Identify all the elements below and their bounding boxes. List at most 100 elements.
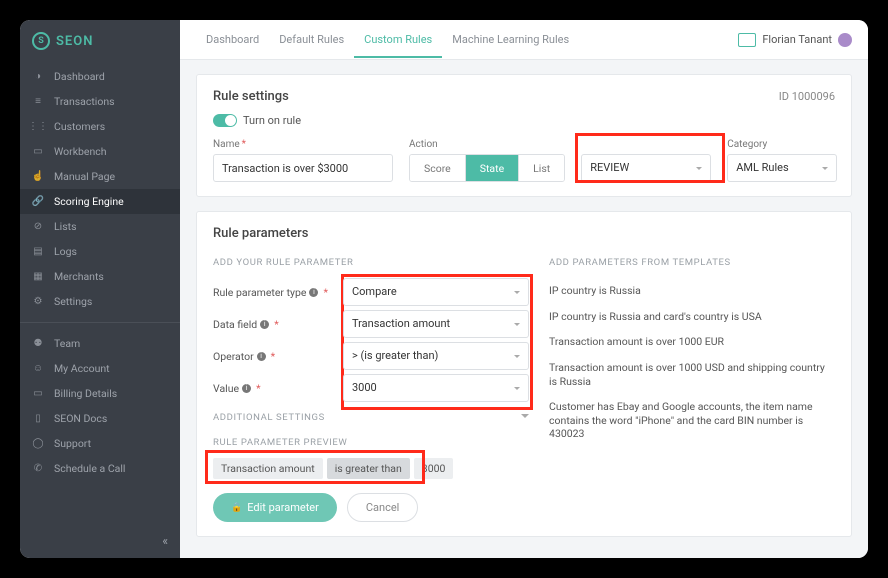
topbar: DashboardDefault RulesCustom RulesMachin… [180,20,868,60]
panel-title: Rule settings [213,89,289,104]
sidebar-item-lists[interactable]: ⊘ Lists [20,214,180,239]
app-window: S SEON ◑Dashboard≡Transactions ⋮⋮ Customer… [20,20,868,558]
category-select[interactable]: AML Rules [727,154,837,182]
nav-icon: ⚉ [32,338,44,349]
sidebar-item-workbench[interactable]: ▭Workbench [20,139,180,164]
params-title: Rule parameters [213,226,835,241]
template-item[interactable]: Transaction amount is over 1000 EUR [549,329,835,355]
sidebar-item-seon-docs[interactable]: ▯ SEON Docs [20,406,180,431]
sidebar-item-merchants[interactable]: ▦ Merchants [20,264,180,289]
chevron-down-icon[interactable] [521,414,529,422]
content: Rule settings ID 1000096 Turn on rule Na… [180,60,868,558]
tab-custom-rules[interactable]: Custom Rules [354,21,442,58]
nav-label: My Account [54,362,110,375]
toggle-rule[interactable] [213,114,237,127]
sidebar-item-team[interactable]: ⚉ Team [20,331,180,356]
avatar [838,33,852,47]
template-item[interactable]: IP country is Russia and card's country … [549,304,835,330]
nav-icon: ☺ [32,363,44,374]
tab-dashboard[interactable]: Dashboard [196,21,269,58]
info-icon[interactable]: i [257,352,266,361]
nav-icon: ⊘ [32,221,44,232]
nav-label: Lists [54,220,76,233]
info-icon[interactable]: i [309,288,318,297]
sidebar-item-scoring-engine[interactable]: 🔗Scoring Engine [20,189,180,214]
nav-icon: ▤ [32,246,44,257]
lock-icon: 🔒 [231,503,242,513]
nav-icon: ▭ [32,146,44,157]
cancel-button[interactable]: Cancel [347,493,418,522]
nav-icon: ▦ [32,271,44,282]
template-item[interactable]: Customer has Ebay and Google accounts, t… [549,394,835,447]
user-badge-icon [738,33,756,47]
user-area[interactable]: Florian Tanant [738,33,852,47]
sidebar-item-settings[interactable]: ⚙ Settings [20,289,180,314]
sidebar-item-manual-page[interactable]: ☝Manual Page [20,164,180,189]
preview-chip-op: is greater than [327,458,410,479]
sidebar-item-support[interactable]: ◯Support [20,431,180,456]
nav-label: Merchants [54,270,104,283]
collapse-sidebar[interactable]: « [20,524,180,558]
sidebar-item-billing-details[interactable]: ▭ Billing Details [20,381,180,406]
nav-label: SEON Docs [54,412,107,425]
nav-label: Schedule a Call [54,462,126,475]
logo-text: SEON [56,34,93,49]
nav-icon: ✆ [32,463,44,474]
param-input[interactable]: 3000 [343,374,529,402]
logo-icon: S [32,32,50,50]
category-label: Category [727,139,837,150]
nav-label: Billing Details [54,387,117,400]
review-select[interactable]: REVIEW [581,154,711,182]
add-param-head: Add your rule parameter [213,257,529,268]
param-label: Operator i* [213,350,343,363]
action-list[interactable]: List [519,155,564,181]
nav-divider [20,322,180,323]
template-item[interactable]: IP country is Russia [549,278,835,304]
rule-id: ID 1000096 [779,90,835,103]
nav-label: Settings [54,295,92,308]
sidebar-item-customers[interactable]: ⋮⋮ Customers [20,114,180,139]
edit-parameter-button[interactable]: 🔒Edit parameter [213,493,337,522]
param-input[interactable]: Compare [343,278,529,306]
info-icon[interactable]: i [260,320,269,329]
sidebar-item-transactions[interactable]: ≡Transactions [20,89,180,114]
tab-default-rules[interactable]: Default Rules [269,21,354,58]
sidebar-item-schedule-a-call[interactable]: ✆ Schedule a Call [20,456,180,481]
action-state[interactable]: State [466,155,519,181]
templates-head: Add parameters from templates [549,257,835,268]
nav-icon: 🔗 [32,196,44,207]
template-item[interactable]: Transaction amount is over 1000 USD and … [549,355,835,394]
nav-icon: ⋮⋮ [32,121,44,132]
nav-label: Team [54,337,80,350]
sidebar-item-logs[interactable]: ▤Logs [20,239,180,264]
tab-machine-learning-rules[interactable]: Machine Learning Rules [442,21,579,58]
param-row: Value i*3000 [213,374,529,402]
nav-icon: ⚙ [32,296,44,307]
info-icon[interactable]: i [242,384,251,393]
preview-chip-field: Transaction amount [213,458,323,479]
sidebar-item-my-account[interactable]: ☺ My Account [20,356,180,381]
nav-label: Customers [54,120,105,133]
param-row: Rule parameter type i*Compare [213,278,529,306]
logo: S SEON [20,20,180,64]
rule-parameters-panel: Rule parameters Add your rule parameter … [196,211,852,537]
user-name: Florian Tanant [762,33,832,46]
name-input[interactable] [213,154,393,182]
param-row: Data field i*Transaction amount [213,310,529,338]
param-input[interactable]: > (is greater than) [343,342,529,370]
sidebar-item-dashboard[interactable]: ◑Dashboard [20,64,180,89]
param-input[interactable]: Transaction amount [343,310,529,338]
nav-icon: ≡ [32,96,44,107]
nav-icon: ▯ [32,413,44,424]
preview-head: Rule parameter preview [213,437,529,448]
preview-chip-value: 3000 [414,458,454,479]
additional-head: Additional settings [213,412,325,423]
action-score[interactable]: Score [410,155,466,181]
toggle-label: Turn on rule [243,114,301,127]
param-label: Data field i* [213,318,343,331]
action-group: ScoreStateList [409,154,565,182]
nav-label: Manual Page [54,170,115,183]
nav-icon: ▭ [32,388,44,399]
nav-icon: ◯ [32,438,44,449]
sidebar: S SEON ◑Dashboard≡Transactions ⋮⋮ Customer… [20,20,180,558]
